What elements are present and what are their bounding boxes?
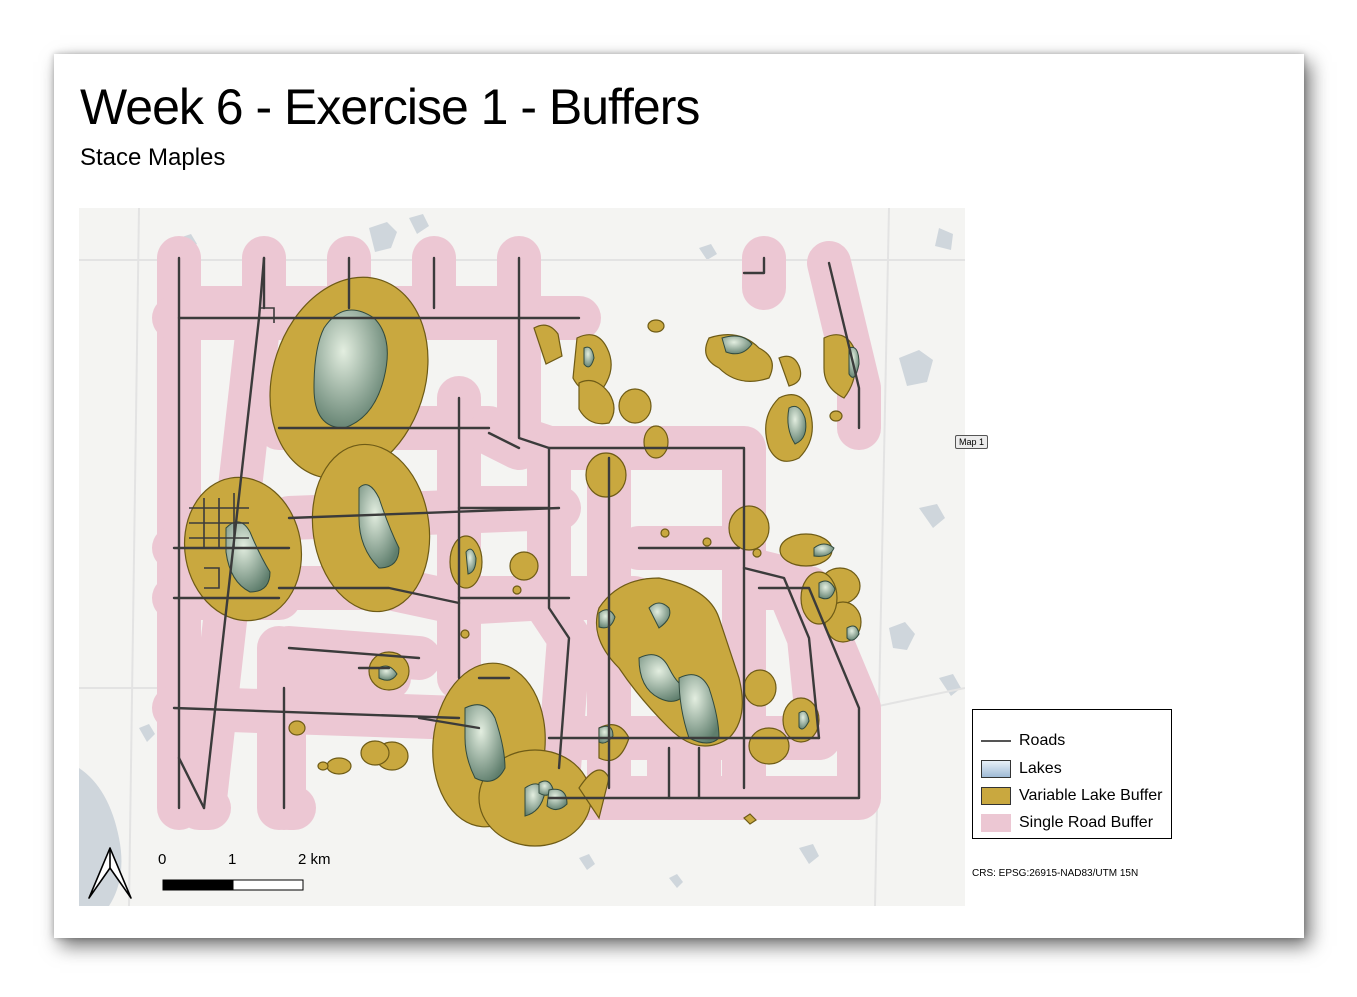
legend: Roads Lakes Variable Lake Buffer Single …: [972, 709, 1172, 839]
scale-label-2: 2 km: [298, 851, 331, 868]
legend-item-lakes: Lakes: [981, 758, 1062, 780]
crs-label: CRS: EPSG:26915-NAD83/UTM 15N: [972, 868, 1139, 879]
road-buffer-swatch-icon: [981, 814, 1011, 832]
legend-label: Variable Lake Buffer: [1019, 787, 1163, 804]
legend-item-roads: Roads: [981, 730, 1065, 752]
map-subtitle: Stace Maples: [80, 144, 226, 171]
map-title: Week 6 - Exercise 1 - Buffers: [80, 79, 700, 135]
map-canvas[interactable]: [79, 208, 965, 906]
scale-bar: [162, 879, 304, 891]
legend-item-lake-buffer: Variable Lake Buffer: [981, 785, 1163, 807]
roads-layer: [172, 256, 861, 810]
lakes-layer: [225, 309, 860, 817]
legend-label: Single Road Buffer: [1019, 814, 1154, 831]
map-frame[interactable]: [79, 208, 965, 906]
town-grid: [189, 307, 275, 589]
map-item-label[interactable]: Map 1: [955, 435, 989, 449]
scale-label-0: 0: [158, 851, 167, 868]
scale-label-1: 1: [228, 851, 237, 868]
legend-label: Roads: [1019, 732, 1066, 749]
legend-label: Lakes: [1019, 760, 1062, 777]
lake-swatch-icon: [981, 760, 1011, 778]
legend-item-road-buffer: Single Road Buffer: [981, 812, 1153, 834]
north-arrow-icon: [88, 847, 132, 899]
road-line-icon: [981, 732, 1011, 750]
map-layout-sheet: Week 6 - Exercise 1 - Buffers Stace Mapl…: [54, 54, 1304, 938]
lake-buffer-swatch-icon: [981, 787, 1011, 805]
